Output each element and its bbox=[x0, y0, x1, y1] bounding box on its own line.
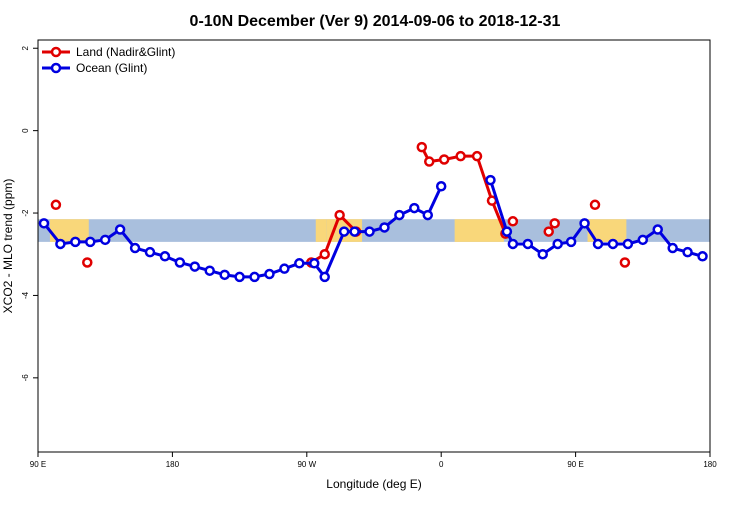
data-point bbox=[501, 226, 513, 237]
x-tick-label: 90 W bbox=[297, 460, 316, 469]
data-point bbox=[455, 150, 466, 162]
series-layer bbox=[38, 141, 708, 283]
data-point bbox=[338, 226, 350, 237]
land-patch: Indonesia bbox=[587, 219, 627, 242]
data-point bbox=[319, 248, 330, 260]
data-point bbox=[607, 238, 619, 250]
data-point bbox=[552, 238, 563, 250]
legend-label: Ocean (Glint) bbox=[76, 61, 147, 75]
x-tick-label: 90 E bbox=[567, 460, 583, 469]
data-point bbox=[159, 251, 171, 262]
data-point bbox=[82, 257, 93, 268]
data-point bbox=[507, 216, 519, 227]
data-point bbox=[70, 236, 81, 248]
series-line bbox=[489, 179, 703, 258]
data-point bbox=[543, 226, 554, 237]
data-point bbox=[55, 238, 66, 250]
data-point bbox=[129, 242, 141, 254]
data-point bbox=[409, 202, 420, 214]
data-point bbox=[619, 257, 631, 268]
y-axis: 2 0 -2 -4 -6 bbox=[21, 45, 38, 381]
data-point bbox=[682, 246, 693, 258]
plot-frame bbox=[37, 39, 711, 453]
data-point bbox=[189, 261, 201, 272]
land-patch: Africa bbox=[454, 219, 504, 242]
y-axis-label: XCO2 - MLO trend (ppm) bbox=[1, 179, 15, 314]
data-point bbox=[294, 258, 305, 269]
data-point bbox=[697, 251, 708, 262]
series-ocean bbox=[38, 174, 708, 283]
data-point bbox=[394, 209, 405, 221]
chart-title: 0-10N December (Ver 9) 2014-09-06 to 201… bbox=[190, 13, 561, 30]
data-point bbox=[438, 154, 450, 165]
y-tick-label: 0 bbox=[21, 128, 30, 133]
data-point bbox=[537, 248, 548, 260]
data-point bbox=[319, 271, 330, 283]
data-point bbox=[144, 246, 156, 258]
data-point bbox=[424, 156, 435, 167]
x-tick-label: 90 E bbox=[30, 460, 46, 469]
x-axis-label: Longitude (deg E) bbox=[326, 477, 421, 491]
data-point bbox=[279, 263, 290, 274]
data-point bbox=[589, 199, 601, 211]
y-tick-label: -2 bbox=[21, 209, 30, 217]
data-point bbox=[249, 271, 260, 283]
data-point bbox=[114, 224, 126, 235]
data-point bbox=[579, 218, 590, 229]
data-point bbox=[471, 150, 483, 162]
series-line bbox=[42, 185, 443, 279]
data-point bbox=[364, 226, 375, 237]
data-point bbox=[334, 209, 345, 221]
legend: Land (Nadir&Glint) Ocean (Glint) bbox=[42, 45, 175, 75]
legend-marker bbox=[50, 46, 62, 58]
data-point bbox=[174, 257, 186, 268]
legend-label: Land (Nadir&Glint) bbox=[76, 45, 175, 59]
y-tick-label: -6 bbox=[21, 374, 30, 382]
data-point bbox=[85, 236, 96, 248]
data-point bbox=[549, 218, 560, 229]
data-point bbox=[652, 224, 663, 235]
y-tick-label: -4 bbox=[21, 291, 30, 299]
data-point bbox=[667, 242, 678, 254]
data-point bbox=[507, 238, 519, 250]
data-point bbox=[485, 174, 496, 186]
data-point bbox=[234, 271, 245, 283]
data-point bbox=[522, 238, 534, 250]
data-point bbox=[565, 236, 577, 248]
x-tick-label: 0 bbox=[439, 460, 444, 469]
land-patch: Central America bbox=[315, 219, 327, 242]
x-axis: 90 E 180 90 W 0 90 E 180 bbox=[30, 452, 717, 469]
data-point bbox=[435, 181, 447, 192]
data-point bbox=[99, 234, 111, 246]
data-point bbox=[309, 258, 320, 269]
series-line bbox=[310, 213, 358, 264]
data-point bbox=[219, 269, 230, 281]
x-tick-label: 180 bbox=[166, 460, 180, 469]
data-point bbox=[422, 209, 434, 221]
data-point bbox=[622, 238, 634, 250]
data-point bbox=[204, 265, 215, 276]
data-point bbox=[592, 238, 604, 250]
data-point bbox=[416, 141, 428, 153]
data-point bbox=[50, 199, 62, 211]
data-point bbox=[264, 268, 275, 280]
data-point bbox=[379, 222, 390, 233]
data-point bbox=[637, 234, 649, 246]
data-point bbox=[349, 226, 360, 237]
y-tick-label: 2 bbox=[21, 45, 30, 50]
legend-marker bbox=[50, 62, 62, 74]
land-patch: Indonesia bbox=[49, 219, 89, 242]
data-point bbox=[38, 218, 50, 229]
x-tick-label: 180 bbox=[703, 460, 717, 469]
